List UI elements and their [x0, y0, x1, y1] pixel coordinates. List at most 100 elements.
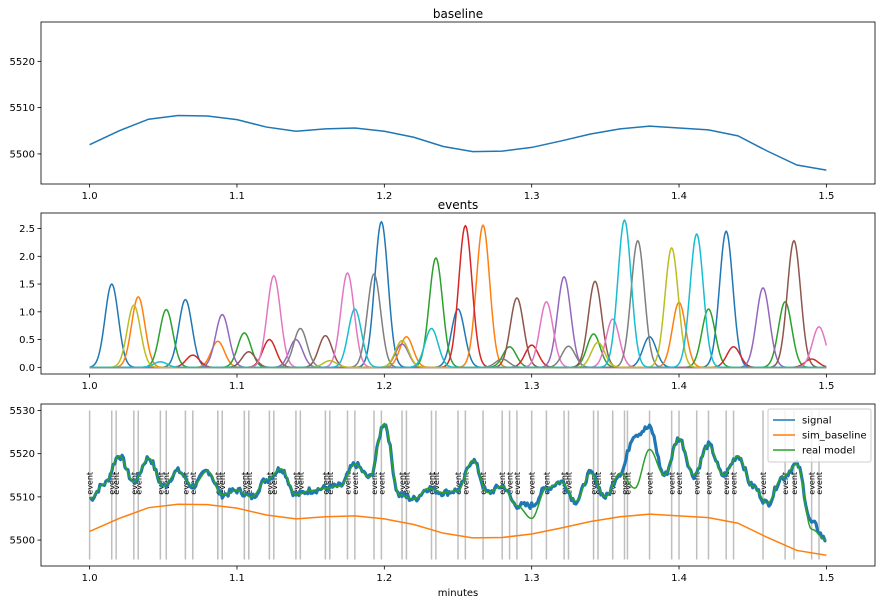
- x-tick-label: 1.4: [671, 191, 687, 202]
- event-label: event: [321, 472, 330, 495]
- x-tick-label: 1.1: [229, 191, 245, 202]
- x-tick-label: 1.1: [229, 381, 245, 392]
- x-tick-label: 1.5: [818, 191, 834, 202]
- event-label: event: [479, 472, 488, 495]
- y-tick-label: 0.5: [19, 335, 35, 346]
- event-label: event: [240, 472, 249, 495]
- x-tick-label: 1.4: [671, 381, 687, 392]
- event-label: event: [245, 472, 254, 495]
- sim-baseline-line: [89, 503, 827, 556]
- event-label: event: [542, 472, 551, 495]
- y-tick-label: 2.0: [19, 252, 35, 263]
- baseline-line: [89, 114, 827, 171]
- event-label: event: [296, 472, 305, 495]
- event-label: event: [218, 472, 227, 495]
- y-tick-label: 5520: [10, 449, 35, 460]
- baseline-panel: baseline 1.0 1.1 1.2 1.3 1.4 1.5 5500 5510 5520: [10, 7, 876, 202]
- event-series-2: [89, 256, 827, 369]
- event-label: event: [759, 472, 768, 495]
- event-label: event: [265, 472, 274, 495]
- event-label: event: [351, 472, 360, 495]
- event-label: event: [790, 472, 799, 495]
- event-label: event: [506, 472, 515, 495]
- y-tick-label: 1.0: [19, 307, 35, 318]
- event-label: event: [326, 472, 335, 495]
- event-label: event: [112, 472, 121, 495]
- event-series-3: [89, 224, 827, 369]
- event-label: event: [808, 472, 817, 495]
- event-label: event: [693, 472, 702, 495]
- legend-label: signal: [802, 416, 832, 427]
- event-label: event: [214, 472, 223, 495]
- y-tick-label: 0.0: [19, 363, 35, 374]
- event-label: event: [565, 472, 574, 495]
- event-series-7: [89, 239, 827, 369]
- event-label: event: [594, 472, 603, 495]
- event-label: event: [528, 472, 537, 495]
- event-series-8: [89, 246, 827, 369]
- y-tick-label: 5530: [10, 406, 35, 417]
- events-title: events: [438, 198, 478, 212]
- baseline-title: baseline: [433, 7, 483, 21]
- legend-label: sim_baseline: [802, 431, 867, 442]
- axes-frame: [40, 403, 876, 567]
- x-tick-label: 1.2: [376, 191, 392, 202]
- x-tick-label: 1.0: [82, 573, 98, 584]
- event-label: event: [513, 472, 522, 495]
- x-tick-label: 1.4: [671, 573, 687, 584]
- event-label: event: [498, 472, 507, 495]
- y-tick-label: 5500: [10, 536, 35, 547]
- y-tick-label: 5520: [10, 57, 35, 68]
- x-tick-label: 1.0: [82, 191, 98, 202]
- events-panel: events 1.0 1.1 1.2 1.3 1.4 1.5 0.0 0.5 1.0 1.5 2.0…: [19, 198, 876, 392]
- y-tick-label: 5510: [10, 492, 35, 503]
- baseline-plot-area: 1.0 1.1 1.2 1.3 1.4 1.5 5500 5510 5520: [10, 21, 876, 202]
- x-tick-label: 1.5: [818, 573, 834, 584]
- event-label: event: [461, 472, 470, 495]
- x-tick-label: 1.1: [229, 573, 245, 584]
- x-tick-label: 1.2: [376, 573, 392, 584]
- event-label: event: [621, 472, 630, 495]
- event-label: event: [108, 472, 117, 495]
- event-label: event: [181, 472, 190, 495]
- axes-frame: [40, 212, 876, 375]
- event-series-9: [89, 219, 827, 369]
- event-label: event: [704, 472, 713, 495]
- y-tick-label: 2.5: [19, 224, 35, 235]
- event-label: event: [454, 472, 463, 495]
- events-plot-area: 1.0 1.1 1.2 1.3 1.4 1.5 0.0 0.5 1.0 1.5 2.0 2.5: [19, 212, 876, 392]
- event-label: event: [432, 472, 441, 495]
- x-tick-label: 1.0: [82, 381, 98, 392]
- event-label: event: [623, 472, 632, 495]
- legend-label: real model: [802, 446, 855, 457]
- x-tick-label: 1.3: [524, 381, 540, 392]
- x-tick-label: 1.3: [524, 573, 540, 584]
- event-label: event: [398, 472, 407, 495]
- y-tick-label: 1.5: [19, 280, 35, 291]
- event-label: event: [668, 472, 677, 495]
- legend-box: [767, 408, 872, 463]
- event-label: event: [722, 472, 731, 495]
- event-label: event: [86, 472, 95, 495]
- y-tick-label: 5500: [10, 149, 35, 160]
- x-tick-label: 1.5: [818, 381, 834, 392]
- y-tick-label: 5510: [10, 103, 35, 114]
- event-label: event: [270, 472, 279, 495]
- event-label: event: [590, 472, 599, 495]
- event-label: event: [815, 472, 824, 495]
- axes-frame: [40, 21, 876, 185]
- event-label: event: [292, 472, 301, 495]
- event-label: event: [370, 472, 379, 495]
- x-tick-label: 1.3: [524, 191, 540, 202]
- event-label: event: [402, 472, 411, 495]
- event-label: event: [134, 472, 143, 495]
- event-label: event: [646, 472, 655, 495]
- event-label: event: [343, 472, 352, 495]
- x-axis-label: minutes: [438, 588, 478, 599]
- event-label: event: [675, 472, 684, 495]
- event-label: event: [781, 472, 790, 495]
